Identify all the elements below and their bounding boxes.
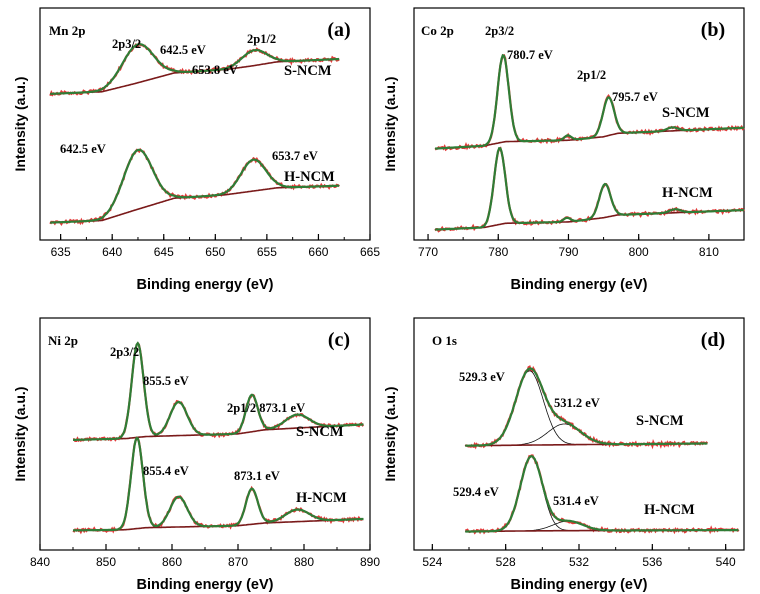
x-tick-label: 645: [154, 245, 174, 259]
x-tick-label: 635: [51, 245, 71, 259]
x-tick-label: 780: [488, 245, 508, 259]
annotation-6538-a: 653.8 eV: [192, 63, 238, 77]
element-label-a: Mn 2p: [49, 23, 85, 38]
x-ticks-a: 635 640 645 650 655 660 665: [51, 234, 380, 259]
annotation-2p12-b: 2p1/2: [577, 68, 606, 82]
series-label-h-ncm-d: H-NCM: [644, 502, 695, 518]
x-tick-label: 770: [418, 245, 438, 259]
fit-envelope-h-ncm: [73, 436, 364, 532]
x-tick-label: 800: [629, 245, 649, 259]
annotation-5312-d: 531.2 eV: [554, 396, 600, 410]
annotation-2p32-b: 2p3/2: [485, 24, 514, 38]
curves-c: [72, 341, 365, 535]
x-tick-label: 650: [205, 245, 225, 259]
annotation-8554-c: 855.4 eV: [143, 464, 189, 478]
x-axis-title-d: Binding energy (eV): [511, 577, 648, 593]
fit-component-h-ncm-0: [465, 456, 739, 532]
curves-d: [464, 365, 740, 535]
panel-letter-d: (d): [701, 329, 725, 351]
x-tick-label: 870: [228, 555, 248, 569]
panel-a: 635 640 645 650 655 660 665 Mn 2p (a) 2p3/2 64…: [12, 7, 380, 293]
fit-envelope-h-ncm: [50, 148, 340, 224]
annotation-5293-d: 529.3 eV: [459, 370, 505, 384]
panel-b: 770 780 790 800 810 Co 2p (b) 2p3/2 780.7 eV…: [382, 7, 745, 293]
x-axis-title-c: Binding energy (eV): [137, 577, 274, 593]
annotation-2p12-8731-c: 2p1/2 873.1 eV: [227, 401, 305, 415]
x-axis-title-a: Binding energy (eV): [137, 277, 274, 293]
annotation-8555-c: 855.5 eV: [143, 374, 189, 388]
panel-letter-b: (b): [701, 19, 725, 41]
element-label-c: Ni 2p: [48, 333, 78, 348]
y-axis-title-d: Intensity (a.u.): [382, 387, 398, 482]
annotation-6425-h-a: 642.5 eV: [60, 142, 106, 156]
x-ticks-b: 770 780 790 800 810: [418, 234, 745, 259]
annotation-2p32-a: 2p3/2: [112, 37, 141, 51]
series-label-s-ncm-c: S-NCM: [296, 424, 344, 440]
series-label-h-ncm-a: H-NCM: [284, 169, 335, 185]
panel-letter-a: (a): [327, 19, 350, 41]
annotation-6537-a: 653.7 eV: [272, 149, 318, 163]
series-label-h-ncm-c: H-NCM: [296, 490, 347, 506]
x-tick-label: 524: [422, 555, 442, 569]
series-label-s-ncm-d: S-NCM: [636, 413, 684, 429]
annotation-6425-a: 642.5 eV: [160, 43, 206, 57]
x-tick-label: 536: [642, 555, 662, 569]
x-tick-label: 860: [162, 555, 182, 569]
annotation-2p32-c: 2p3/2: [110, 345, 139, 359]
series-label-h-ncm-b: H-NCM: [662, 185, 713, 201]
x-tick-label: 640: [102, 245, 122, 259]
fit-envelope-h-ncm: [465, 455, 739, 533]
curves-b: [434, 53, 745, 233]
x-tick-label: 528: [496, 555, 516, 569]
y-axis-title-b: Intensity (a.u.): [382, 77, 398, 172]
fit-envelope-s-ncm: [435, 53, 745, 150]
x-ticks-c: 840 850 860 870 880 890: [30, 544, 380, 569]
panel-c: 840 850 860 870 880 890 Ni 2p (c) 2p3/2 855.5…: [12, 317, 380, 593]
x-tick-label: 840: [30, 555, 50, 569]
annotation-8731-c: 873.1 eV: [234, 469, 280, 483]
x-tick-label: 880: [294, 555, 314, 569]
x-axis-title-b: Binding energy (eV): [511, 277, 648, 293]
element-label-d: O 1s: [432, 333, 457, 348]
series-label-s-ncm-b: S-NCM: [662, 105, 710, 121]
panel-letter-c: (c): [328, 329, 350, 351]
background-h-ncm: [50, 184, 340, 224]
fit-envelope-s-ncm: [50, 43, 340, 95]
x-tick-label: 660: [308, 245, 328, 259]
x-tick-label: 655: [257, 245, 277, 259]
annotation-7807-b: 780.7 eV: [507, 48, 553, 62]
x-tick-label: 810: [699, 245, 719, 259]
y-axis-title-a: Intensity (a.u.): [12, 77, 28, 172]
curves-a: [49, 41, 340, 226]
x-ticks-d: 524 528 532 536 540: [422, 544, 736, 569]
annotation-5314-d: 531.4 eV: [553, 494, 599, 508]
fit-envelope-s-ncm: [73, 341, 364, 441]
panel-d: 524 528 532 536 540 O 1s (d) 529.3 eV 531.2 …: [382, 317, 745, 593]
x-tick-label: 890: [360, 555, 380, 569]
x-tick-label: 665: [360, 245, 380, 259]
annotation-5294-d: 529.4 eV: [453, 485, 499, 499]
x-tick-label: 790: [558, 245, 578, 259]
annotation-2p12-a: 2p1/2: [247, 32, 276, 46]
x-tick-label: 540: [716, 555, 736, 569]
element-label-b: Co 2p: [421, 23, 454, 38]
raw-data-h-ncm: [465, 454, 740, 535]
y-axis-title-c: Intensity (a.u.): [12, 387, 28, 482]
x-tick-label: 532: [569, 555, 589, 569]
fit-envelope-s-ncm: [465, 367, 708, 447]
x-tick-label: 850: [96, 555, 116, 569]
series-label-s-ncm-a: S-NCM: [284, 63, 332, 79]
fit-envelope-h-ncm: [435, 146, 744, 231]
annotation-7957-b: 795.7 eV: [612, 90, 658, 104]
